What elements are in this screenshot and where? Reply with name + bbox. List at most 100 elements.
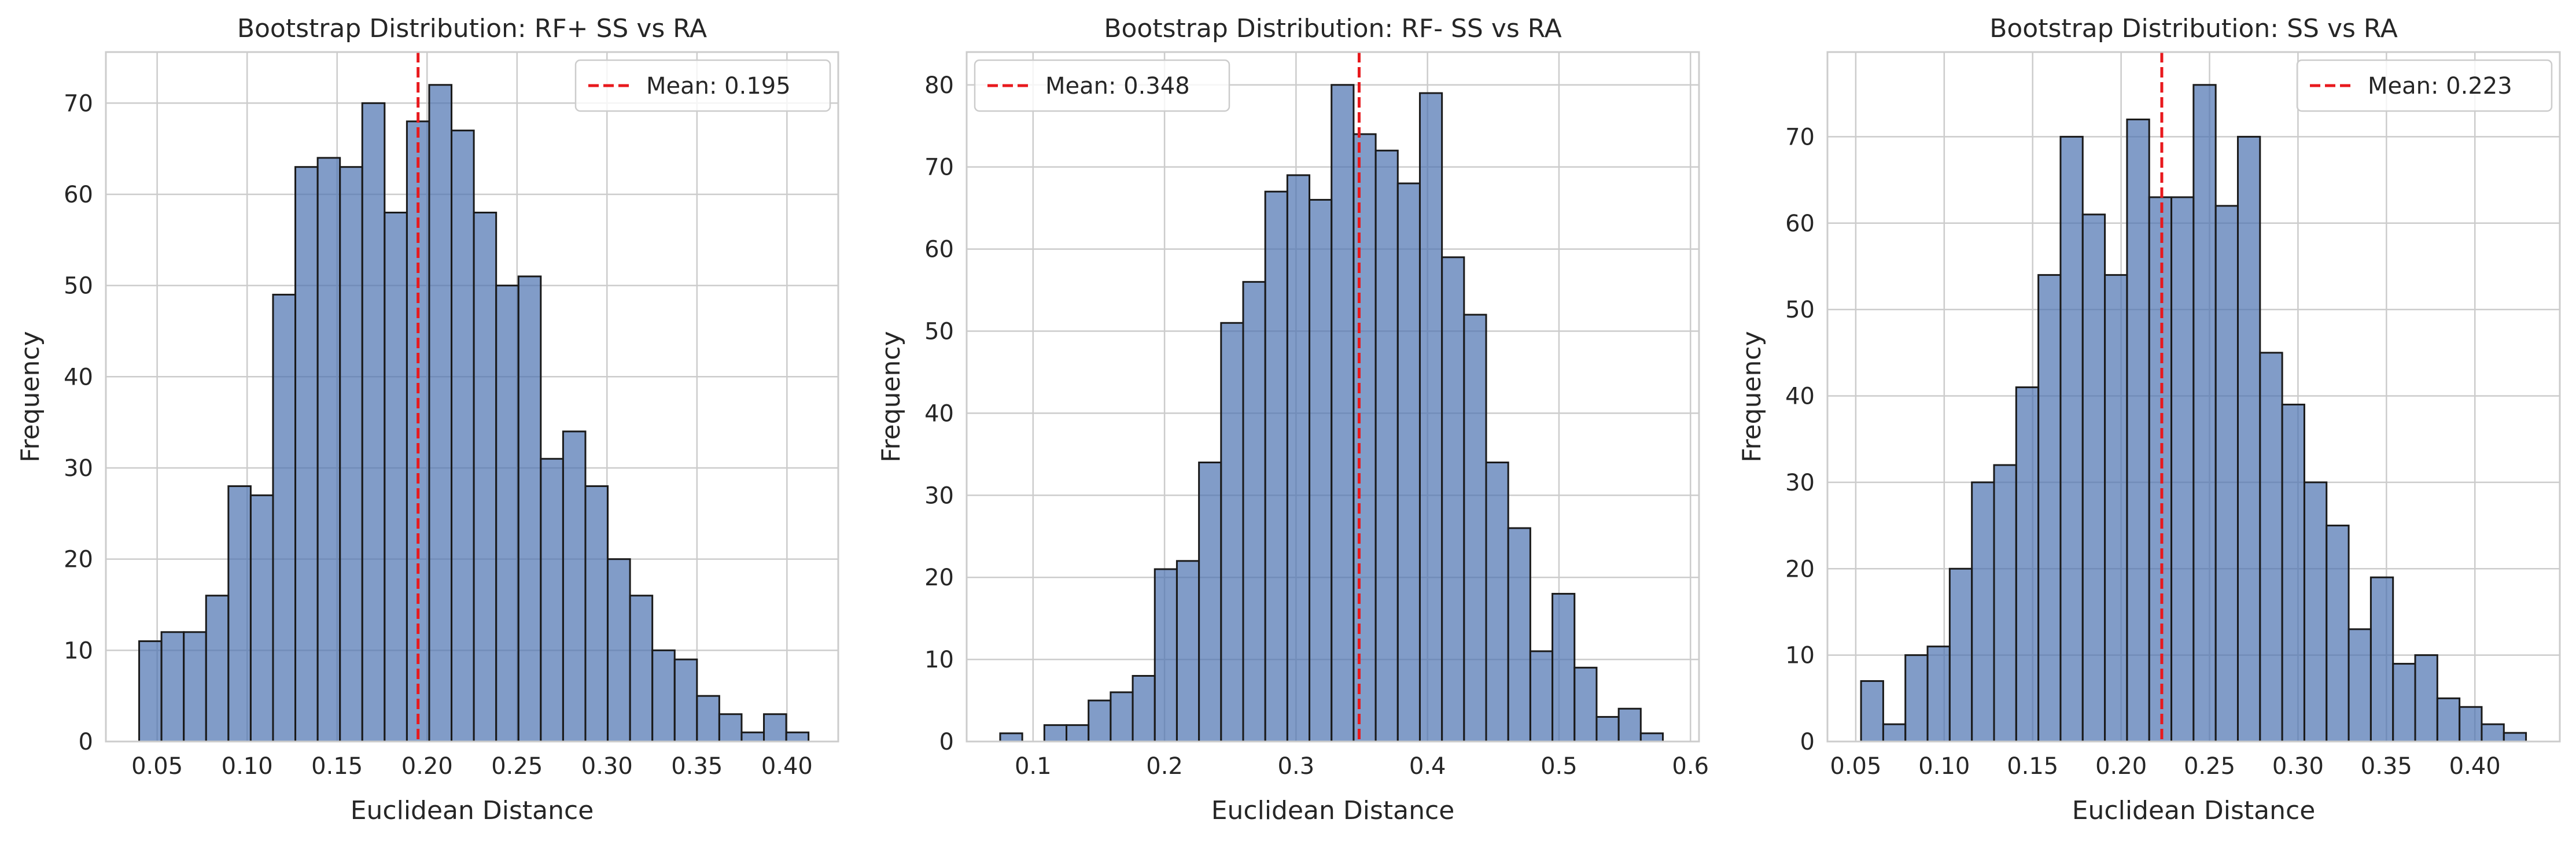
histogram-bar (451, 130, 475, 743)
histogram-bar (1220, 322, 1244, 743)
y-tick-label: 60 (1785, 211, 1815, 237)
legend-box (974, 59, 1230, 112)
histogram-bar (272, 293, 297, 743)
histogram-bar (2192, 84, 2217, 743)
histogram-bar (2326, 525, 2350, 743)
histogram-bar (517, 275, 542, 743)
axes-frame (1826, 51, 2561, 743)
histogram-bar (673, 658, 698, 743)
histogram-bar (1552, 593, 1576, 743)
histogram-bar (1286, 174, 1311, 743)
histogram-bar (2369, 576, 2394, 743)
histogram-bar (540, 458, 564, 743)
histogram-bar (2214, 205, 2239, 743)
histogram-bar (1904, 654, 1929, 743)
histogram-bar (1926, 645, 1951, 743)
histogram-bar (473, 212, 497, 743)
y-tick-label: 40 (924, 400, 954, 427)
y-tick-label: 70 (924, 154, 954, 181)
chart-title: Bootstrap Distribution: SS vs RA (1989, 14, 2398, 43)
axes-frame (105, 51, 839, 743)
histogram-bar (2236, 135, 2261, 743)
x-tick-label: 0.5 (1541, 753, 1578, 780)
histogram-bar (2126, 119, 2150, 743)
x-tick-label: 0.35 (2361, 753, 2412, 780)
histogram-bar (1309, 198, 1333, 743)
y-tick-label: 0 (1800, 729, 1815, 755)
histogram-bar (1507, 527, 1531, 743)
histogram-bar (651, 649, 676, 743)
y-axis-label: Frequency (16, 331, 45, 462)
histogram-bar (562, 430, 587, 743)
x-tick-label: 0.20 (401, 753, 453, 780)
y-tick-label: 30 (64, 455, 93, 482)
histogram-bar (2481, 723, 2505, 743)
histogram-bar (1418, 92, 1443, 743)
legend-box (574, 59, 831, 112)
histogram-bar (1242, 281, 1266, 743)
histogram-bar (1088, 699, 1112, 743)
histogram-bar (294, 166, 319, 743)
y-tick-label: 10 (924, 647, 954, 673)
histogram-bar (1110, 691, 1134, 743)
histogram-bar (2392, 663, 2416, 743)
histogram-bar (1374, 149, 1399, 743)
histogram-bar (629, 595, 654, 743)
legend-label: Mean: 0.223 (2368, 73, 2512, 99)
histogram-bar (1882, 723, 1907, 743)
histogram-bar (1396, 182, 1421, 743)
histogram-bar (1529, 650, 1554, 743)
histogram-bar (2436, 697, 2461, 743)
histogram-bar (1639, 732, 1664, 743)
histogram-bar (1617, 707, 1642, 743)
y-tick-label: 50 (1785, 297, 1815, 323)
histogram-bar (205, 595, 230, 743)
chart-panel-1: 0.05 0.10 0.15 0.20 0.25 0.30 0.35 0.40 0 10 20 30 4… (16, 14, 839, 825)
y-tick-label: 70 (64, 90, 93, 117)
y-tick-label: 60 (64, 182, 93, 208)
x-tick-label: 0.25 (2184, 753, 2235, 780)
histogram-bar (1154, 568, 1178, 743)
x-tick-label: 0.1 (1015, 753, 1052, 780)
histogram-bar (2170, 196, 2195, 743)
x-tick-label: 0.4 (1409, 753, 1446, 780)
y-tick-label: 20 (64, 547, 93, 573)
histogram-bar (1595, 715, 1620, 743)
histogram-bar (2503, 732, 2527, 743)
y-tick-label: 60 (924, 237, 954, 263)
histogram-bar (1331, 84, 1355, 743)
histogram-bar (1353, 133, 1377, 743)
histogram-bar (584, 485, 609, 743)
x-tick-label: 0.15 (311, 753, 363, 780)
chart-panel-3: 0.05 0.10 0.15 0.20 0.25 0.30 0.35 0.40 0 10 20 30 4… (1737, 14, 2561, 825)
legend-box (2296, 59, 2553, 112)
y-axis-label: Frequency (876, 331, 906, 462)
y-tick-label: 20 (1785, 556, 1815, 582)
x-tick-label: 0.05 (131, 753, 183, 780)
histogram-bar (1860, 680, 1884, 743)
y-tick-label: 40 (64, 364, 93, 390)
histogram-bar (718, 713, 743, 743)
histogram-bar (249, 494, 274, 743)
histogram-bar (1264, 190, 1288, 743)
histogram-bar (316, 157, 341, 743)
histogram-bar (428, 84, 453, 743)
histogram-bar (2259, 352, 2283, 743)
histogram-bar (1198, 462, 1222, 743)
chart-panel-2: 0.1 0.2 0.3 0.4 0.5 0.6 0 10 20 30 40 50 60 70 80 Boots… (876, 14, 1709, 825)
x-axis-label: Euclidean Distance (351, 796, 594, 825)
histogram-bar (160, 631, 185, 743)
histogram-bar (384, 212, 408, 743)
y-tick-label: 10 (1785, 643, 1815, 669)
histogram-bar (2347, 628, 2372, 743)
histogram-bar (2303, 481, 2328, 743)
x-tick-label: 0.30 (581, 753, 633, 780)
histogram-bar (763, 713, 787, 743)
histogram-bar (607, 558, 631, 743)
histogram-bar (2104, 274, 2128, 743)
legend: Mean: 0.223 (2296, 59, 2553, 112)
x-tick-label: 0.20 (2095, 753, 2147, 780)
x-axis-label: Euclidean Distance (2072, 796, 2316, 825)
histogram-bar (2015, 386, 2040, 743)
